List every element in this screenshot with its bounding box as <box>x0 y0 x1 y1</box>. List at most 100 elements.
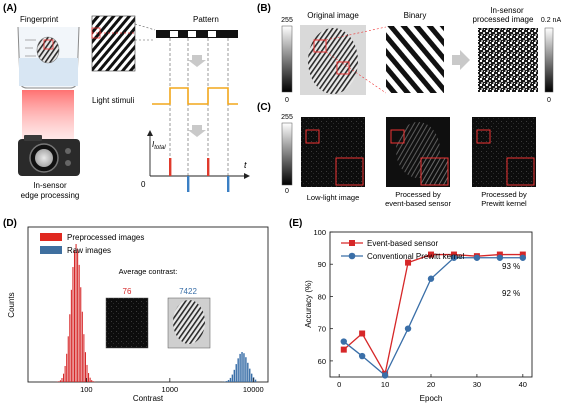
low-light-label: Low-light image <box>307 193 360 202</box>
contrast-thumb-raw <box>167 297 211 349</box>
histogram-bar-preprocessed-images <box>86 364 88 382</box>
x-tick-label: 0 <box>337 380 341 389</box>
histogram-bar-preprocessed-images <box>80 287 82 382</box>
down-arrow-icon-2 <box>188 125 206 137</box>
camera-icon <box>18 135 80 176</box>
pattern-label: Pattern <box>193 15 219 24</box>
histogram-bar-raw-images <box>247 362 249 382</box>
camera-label-1: In-sensor <box>33 181 67 190</box>
histogram-bar-raw-images <box>227 379 230 382</box>
d-xlabel: Contrast <box>133 394 164 403</box>
panel-c-label: (C) <box>257 102 271 113</box>
c-gray-scalebar <box>281 122 293 186</box>
data-point-event <box>428 251 434 258</box>
legend-preprocessed: Preprocessed images <box>67 233 144 242</box>
prewitt-label-1: Processed by <box>481 190 527 199</box>
event-processed-image <box>386 117 450 187</box>
e-legend: Event-based sensor Conventional Prewitt … <box>341 239 465 261</box>
data-point-prewitt <box>358 352 366 360</box>
timing-guides <box>169 38 229 176</box>
x-tick-label: 1000 <box>161 385 178 394</box>
histogram-bar-preprocessed-images <box>77 249 79 382</box>
histogram-bar-raw-images <box>243 353 245 382</box>
panel-d-label: (D) <box>3 218 17 229</box>
histogram-bar-preprocessed-images <box>58 381 60 382</box>
histogram-bar-raw-images <box>229 377 232 382</box>
data-point-event <box>450 251 457 258</box>
prewitt-processed-image <box>472 117 536 187</box>
histogram-bar-raw-images <box>225 381 228 382</box>
c-scale-top: 255 <box>281 114 293 121</box>
itotal-label: Itotal <box>152 140 166 151</box>
histogram-bar-raw-images <box>235 364 237 382</box>
event-label-2: event-based sensor <box>385 199 451 208</box>
binary-image <box>386 26 444 93</box>
y-tick-label: 90 <box>318 260 326 269</box>
histogram-bar-preprocessed-images <box>64 365 66 382</box>
d-histogram <box>45 244 257 382</box>
histogram-bar-raw-images <box>239 353 241 382</box>
data-point-prewitt <box>519 254 527 261</box>
histogram-bar-raw-images <box>241 352 243 382</box>
histogram-bar-preprocessed-images <box>73 250 76 382</box>
data-point-prewitt <box>340 338 347 345</box>
histogram-bar-raw-images <box>237 358 239 382</box>
b-right-scale-bottom: 0 <box>547 97 551 104</box>
annotation-93: 93 % <box>502 262 520 271</box>
histogram-bar-raw-images <box>231 374 234 382</box>
y-tick-label: 70 <box>318 325 326 334</box>
data-point-prewitt <box>496 254 504 261</box>
insensor-image <box>478 28 538 92</box>
d-axes <box>27 226 269 383</box>
zoom-guide-2 <box>325 51 387 94</box>
histogram-bar-preprocessed-images <box>75 244 77 382</box>
current-spikes <box>169 158 230 192</box>
x-tick-label: 10 <box>381 380 389 389</box>
data-point-event <box>359 330 366 337</box>
data-point-event <box>340 346 347 353</box>
histogram-bar-raw-images <box>233 369 236 382</box>
histogram-bar-preprocessed-images <box>67 336 69 382</box>
panel-e-label: (E) <box>289 218 302 229</box>
pattern-dash-1 <box>134 23 156 31</box>
data-point-prewitt <box>381 372 389 379</box>
b-scale-top: 255 <box>281 17 293 24</box>
legend-prewitt: Conventional Prewitt kernel <box>367 252 465 261</box>
data-point-event <box>405 259 412 266</box>
histogram-bar-preprocessed-images <box>63 373 65 382</box>
x-tick-label: 10000 <box>243 385 264 394</box>
event-label-1: Processed by <box>395 190 441 199</box>
insensor-label-1: In-sensor <box>490 6 524 15</box>
time-label: t <box>244 160 247 170</box>
itotal-arrow-icon <box>147 130 153 136</box>
prewitt-label-2: Prewitt kernel <box>481 199 527 208</box>
histogram-bar-preprocessed-images <box>72 267 74 382</box>
legend-marker-prewitt <box>348 252 356 260</box>
b-scale-bottom: 0 <box>285 97 289 104</box>
histogram-bar-preprocessed-images <box>89 377 91 382</box>
original-image <box>300 25 366 95</box>
right-arrow-icon <box>452 50 470 70</box>
light-waveform <box>152 87 238 105</box>
series-line-0 <box>343 253 523 376</box>
y-tick-label: 80 <box>318 292 326 301</box>
histogram-bar-preprocessed-images <box>70 289 72 382</box>
fingerprint-label: Fingerprint <box>20 15 59 24</box>
histogram-bar-raw-images <box>250 373 253 382</box>
histogram-bar-preprocessed-images <box>61 378 63 382</box>
insensor-label-2: processed image <box>473 15 534 24</box>
data-point-prewitt <box>473 254 481 261</box>
e-xlabel: Epoch <box>420 394 443 403</box>
histogram-bar-raw-images <box>245 357 247 382</box>
b-gray-scalebar <box>281 25 293 93</box>
x-tick-label: 30 <box>473 380 481 389</box>
contrast-value-preprocessed: 76 <box>123 287 132 296</box>
histogram-bar-preprocessed-images <box>83 334 85 382</box>
pattern-tile <box>91 15 136 72</box>
histogram-bar-preprocessed-images <box>81 311 83 382</box>
camera-label-2: edge processing <box>21 191 80 200</box>
histogram-bar-preprocessed-images <box>69 314 71 382</box>
histogram-bar-preprocessed-images <box>88 373 90 382</box>
data-point-event <box>496 251 503 258</box>
